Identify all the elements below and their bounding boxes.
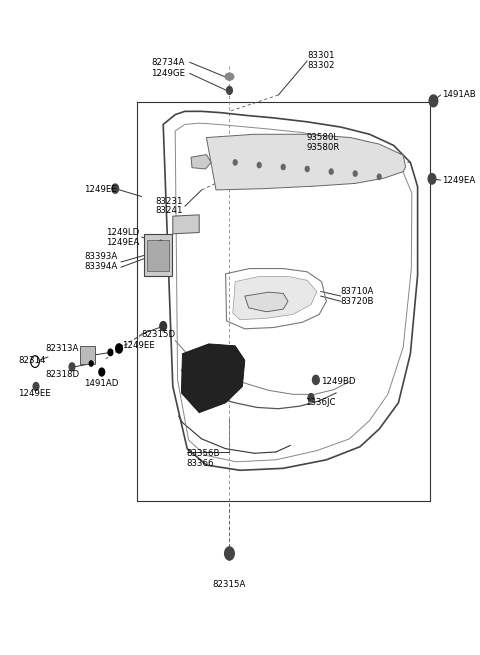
Circle shape (33, 383, 39, 390)
Circle shape (99, 368, 105, 376)
Text: 83241: 83241 (155, 206, 182, 215)
Polygon shape (206, 134, 406, 190)
Circle shape (225, 547, 234, 560)
Circle shape (158, 240, 163, 247)
Text: 1249EE: 1249EE (18, 388, 51, 398)
Text: 83393A: 83393A (84, 252, 118, 261)
Text: 93580R: 93580R (306, 143, 340, 152)
Text: 93580L: 93580L (306, 133, 338, 142)
Text: 82314: 82314 (18, 356, 46, 365)
Circle shape (233, 160, 237, 165)
Circle shape (116, 344, 122, 353)
Circle shape (89, 361, 93, 366)
Polygon shape (173, 215, 199, 234)
Text: 82318D: 82318D (46, 370, 80, 379)
FancyBboxPatch shape (147, 240, 169, 271)
Text: 83710A: 83710A (341, 287, 374, 296)
Ellipse shape (225, 73, 234, 81)
Circle shape (377, 174, 381, 179)
Circle shape (428, 174, 436, 184)
Circle shape (69, 363, 75, 371)
Text: 1336JC: 1336JC (305, 398, 336, 407)
Text: 83302: 83302 (307, 61, 335, 70)
Text: 83366: 83366 (186, 458, 214, 468)
Polygon shape (245, 292, 288, 312)
FancyBboxPatch shape (80, 346, 95, 364)
Text: 82315D: 82315D (142, 329, 176, 339)
Text: 82734A: 82734A (151, 58, 185, 67)
Text: 83356B: 83356B (186, 449, 220, 458)
Text: 1491AD: 1491AD (84, 379, 119, 388)
Circle shape (160, 322, 167, 331)
FancyBboxPatch shape (144, 234, 172, 276)
Text: 83394A: 83394A (84, 262, 118, 271)
Circle shape (257, 162, 261, 168)
Circle shape (112, 184, 119, 193)
Circle shape (353, 171, 357, 176)
Polygon shape (181, 344, 245, 413)
Text: 1249BD: 1249BD (321, 377, 355, 386)
Text: 1249EA: 1249EA (442, 176, 475, 185)
Text: 83231: 83231 (155, 196, 182, 206)
Circle shape (281, 164, 285, 170)
Text: 82313A: 82313A (46, 344, 79, 353)
Circle shape (108, 349, 113, 356)
Text: 1249LD: 1249LD (106, 228, 139, 237)
Text: 82315A: 82315A (213, 580, 246, 589)
Text: 83301: 83301 (307, 51, 335, 60)
Polygon shape (191, 155, 211, 169)
Text: 1249EE: 1249EE (122, 341, 155, 350)
Text: 1249GE: 1249GE (151, 69, 185, 78)
Circle shape (312, 375, 319, 384)
Circle shape (305, 166, 309, 172)
Circle shape (329, 169, 333, 174)
Text: 1249EE: 1249EE (84, 185, 117, 195)
Text: 83720B: 83720B (341, 297, 374, 306)
Polygon shape (233, 276, 317, 320)
Text: 1249EA: 1249EA (106, 238, 139, 247)
Circle shape (429, 95, 438, 107)
Circle shape (227, 86, 232, 94)
Text: 1491AB: 1491AB (442, 90, 475, 100)
Circle shape (308, 394, 314, 402)
